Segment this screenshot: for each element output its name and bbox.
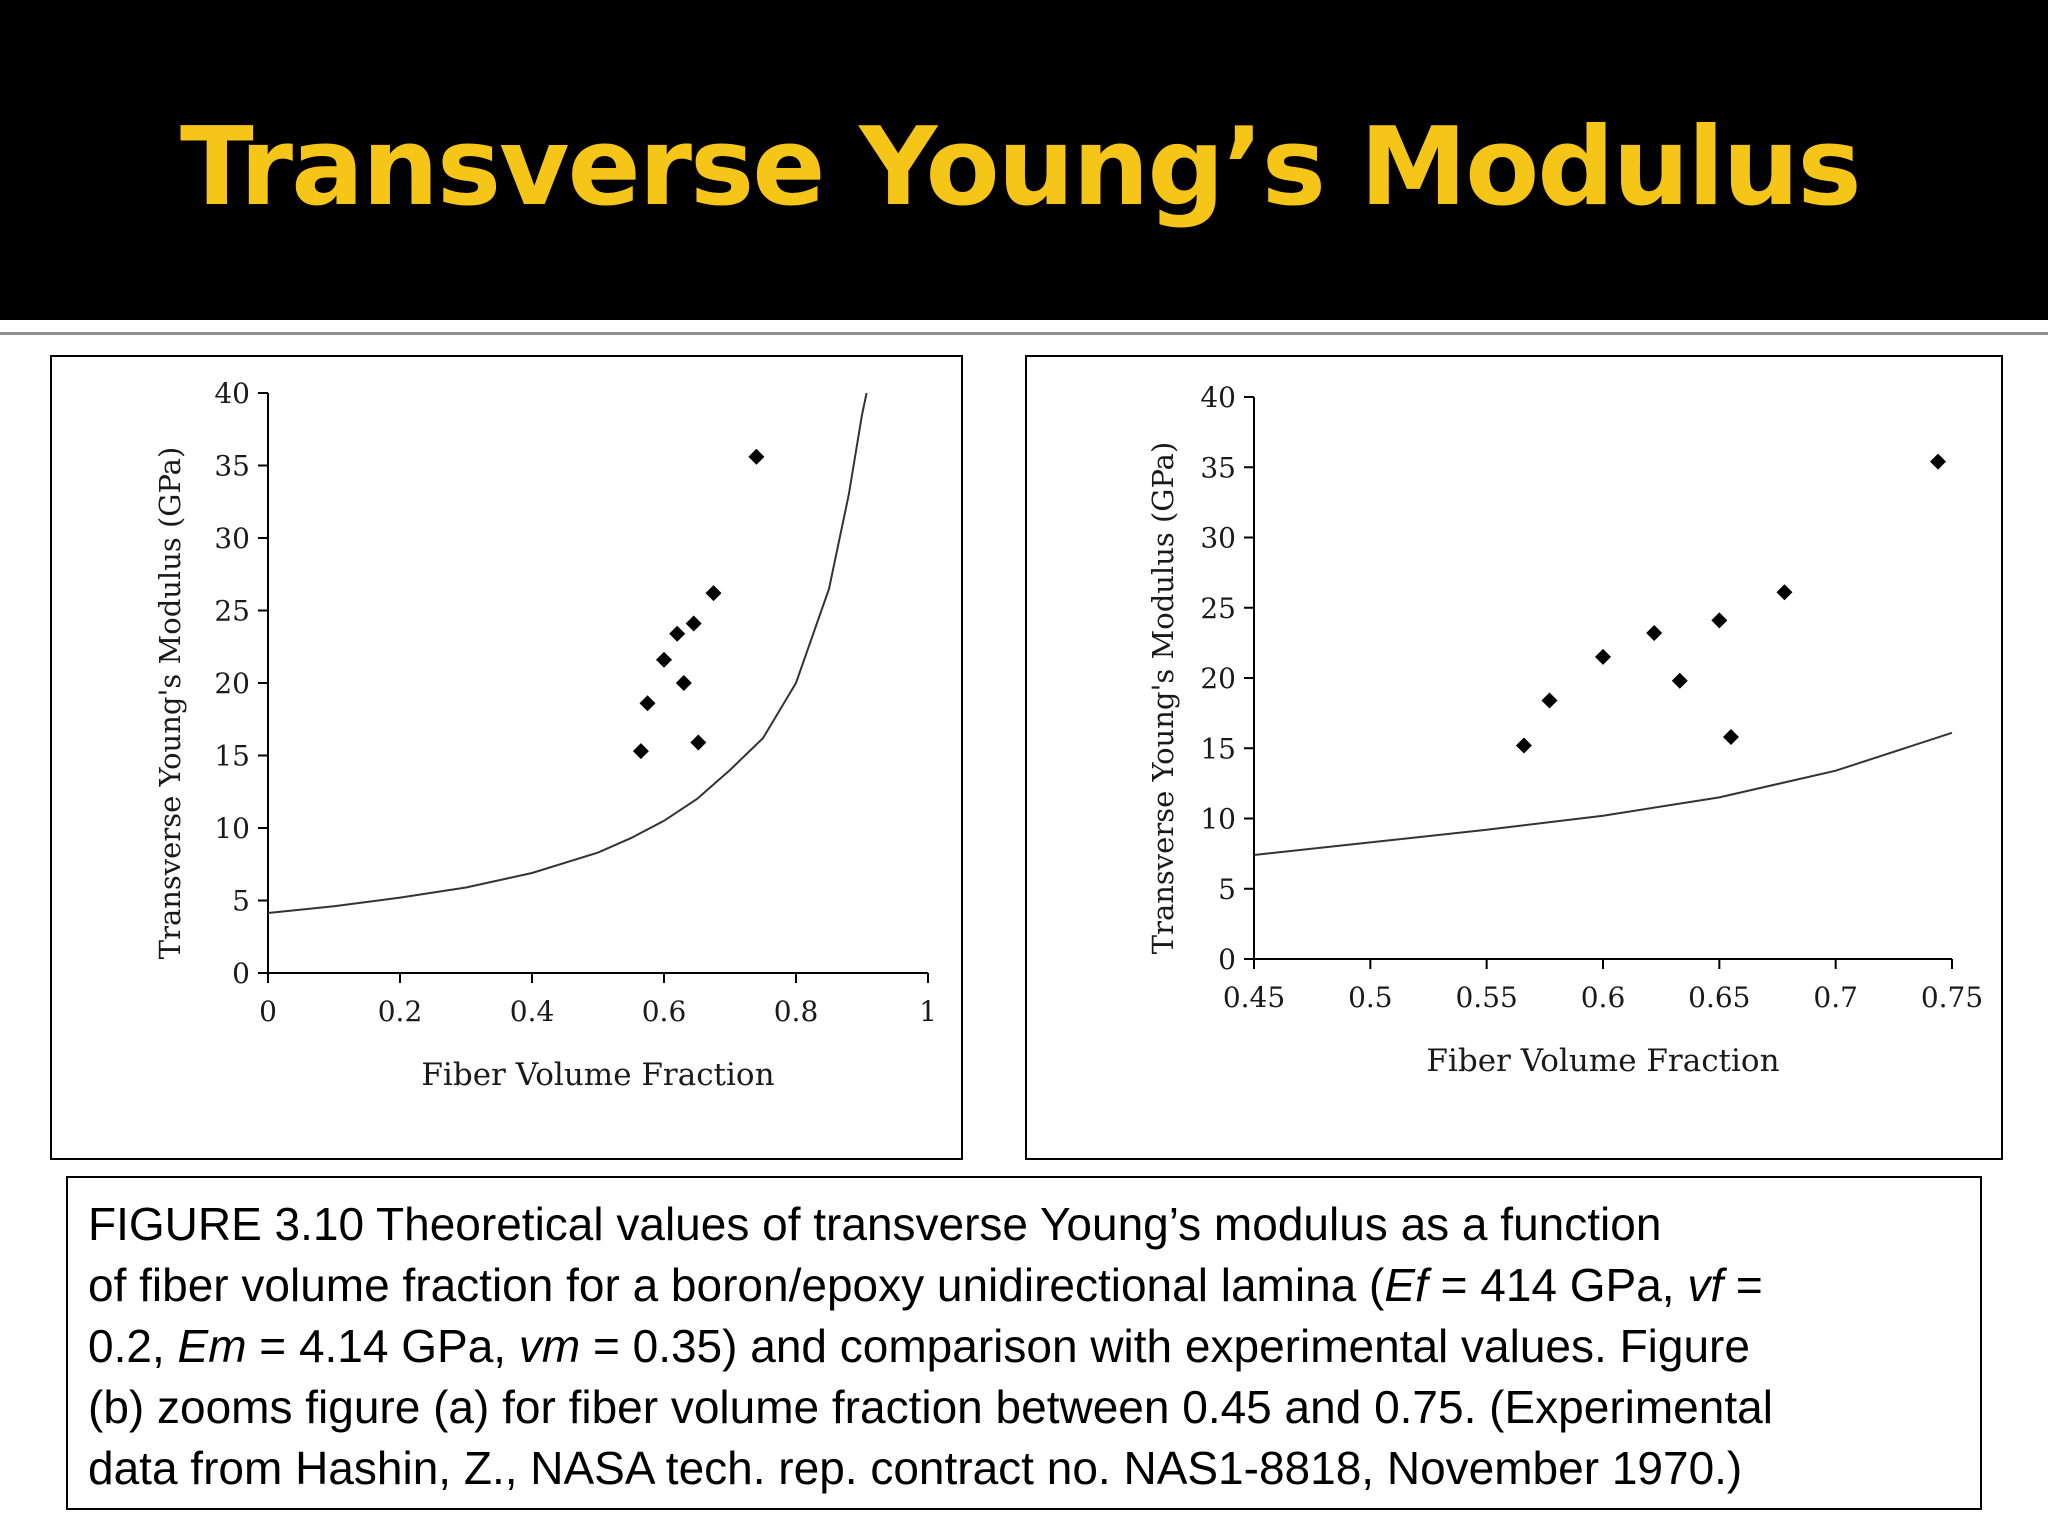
chart-b-data-point bbox=[1671, 672, 1688, 689]
chart-a-y-tick-label: 10 bbox=[214, 812, 250, 845]
caption-line-2: of fiber volume fraction for a boron/epo… bbox=[88, 1255, 1960, 1316]
chart-b-y-tick-label: 40 bbox=[1200, 381, 1236, 414]
chart-a-y-axis-label: Transverse Young's Modulus (GPa) bbox=[153, 447, 187, 960]
caption-text: = 4.14 GPa, bbox=[246, 1320, 519, 1372]
caption-text: data from Hashin, Z., NASA tech. rep. co… bbox=[88, 1442, 1743, 1494]
chart-a-y-tick-label: 25 bbox=[214, 595, 250, 628]
caption-symbol-em: Em bbox=[177, 1320, 247, 1372]
chart-a-x-axis-label: Fiber Volume Fraction bbox=[421, 1057, 774, 1093]
figure-caption: FIGURE 3.10 Theoretical values of transv… bbox=[66, 1176, 1982, 1510]
chart-a-data-point bbox=[632, 743, 649, 760]
chart-b-x-tick-label: 0.65 bbox=[1688, 981, 1750, 1014]
chart-b-data-point bbox=[1515, 737, 1532, 754]
chart-a-y-tick-label: 20 bbox=[214, 667, 250, 700]
chart-b-x-tick-label: 0.6 bbox=[1581, 981, 1626, 1014]
caption-text: = 414 GPa, bbox=[1427, 1259, 1688, 1311]
chart-b-data-point bbox=[1541, 692, 1558, 709]
caption-symbol-ef: Ef bbox=[1384, 1259, 1428, 1311]
caption-line-3: 0.2, Em = 4.14 GPa, vm = 0.35) and compa… bbox=[88, 1316, 1960, 1377]
chart-a-x-tick-label: 0.6 bbox=[642, 995, 687, 1028]
chart-b-y-tick-label: 25 bbox=[1200, 592, 1236, 625]
title-divider bbox=[0, 320, 2048, 330]
chart-a-x-tick-label: 0.2 bbox=[378, 995, 423, 1028]
chart-b-x-tick-label: 0.7 bbox=[1813, 981, 1858, 1014]
chart-b-data-point bbox=[1930, 453, 1947, 470]
chart-a-data-point bbox=[675, 675, 692, 691]
caption-text: = 0.35) and comparison with experimental… bbox=[580, 1320, 1750, 1372]
chart-a-data-point bbox=[656, 651, 672, 668]
chart-a-panel: 0 5 10 15 20 25 30 35 40 0 0.2 0.4 0.6 0.8 1 Fiber Volu… bbox=[50, 355, 963, 1160]
chart-b-y-tick-label: 15 bbox=[1200, 732, 1236, 765]
slide-title: Transverse Young’s Modulus bbox=[180, 105, 1862, 230]
caption-text: = bbox=[1723, 1259, 1763, 1311]
chart-a-x-tick-label: 0.8 bbox=[774, 995, 819, 1028]
chart-b-y-tick-label: 20 bbox=[1200, 662, 1236, 695]
chart-a-data-point bbox=[685, 615, 702, 632]
chart-a-y-tick-label: 0 bbox=[232, 957, 250, 990]
chart-a-data-point bbox=[639, 695, 656, 712]
chart-b-data-point bbox=[1722, 729, 1739, 746]
chart-b-x-tick-label: 0.45 bbox=[1223, 981, 1285, 1014]
caption-symbol-vm: vm bbox=[518, 1320, 581, 1372]
caption-text: FIGURE 3.10 Theoretical values of transv… bbox=[88, 1198, 1662, 1250]
chart-b-x-tick-label: 0.5 bbox=[1348, 981, 1393, 1014]
title-divider-line bbox=[0, 332, 2048, 335]
chart-b-y-axis-label: Transverse Young's Modulus (GPa) bbox=[1146, 442, 1180, 955]
chart-b-panel: 0 5 10 15 20 25 30 35 40 0.45 0.5 0.55 0.6 0.65 0.7 0.7… bbox=[1025, 355, 2003, 1160]
chart-a-y-tick-label: 5 bbox=[232, 885, 250, 918]
chart-a-theory-curve bbox=[267, 392, 868, 914]
title-bar: Transverse Young’s Modulus bbox=[0, 0, 2048, 320]
chart-b-x-tick-label: 0.75 bbox=[1921, 981, 1983, 1014]
chart-b-y-tick-label: 5 bbox=[1218, 873, 1236, 906]
chart-b-x-axis-label: Fiber Volume Fraction bbox=[1426, 1043, 1779, 1079]
chart-b-y-tick-label: 30 bbox=[1200, 522, 1236, 555]
chart-a-x-tick-label: 0.4 bbox=[510, 995, 555, 1028]
chart-a-y-tick-label: 30 bbox=[214, 522, 250, 555]
chart-a-x-tick-label: 0 bbox=[259, 995, 277, 1028]
caption-line-1: FIGURE 3.10 Theoretical values of transv… bbox=[88, 1194, 1960, 1255]
chart-a-data-point bbox=[705, 585, 722, 602]
chart-b-x-tick-label: 0.55 bbox=[1455, 981, 1517, 1014]
chart-a-y-tick-label: 15 bbox=[214, 740, 250, 773]
caption-text: of fiber volume fraction for a boron/epo… bbox=[88, 1259, 1385, 1311]
chart-b-data-point bbox=[1711, 612, 1728, 629]
chart-b-y-tick-label: 10 bbox=[1200, 803, 1236, 836]
chart-a-y-tick-label: 40 bbox=[214, 377, 250, 410]
chart-a-y-tick-label: 35 bbox=[214, 450, 250, 483]
chart-b-data-point bbox=[1776, 584, 1793, 601]
caption-text: (b) zooms figure (a) for fiber volume fr… bbox=[88, 1381, 1773, 1433]
chart-b-data-point bbox=[1646, 625, 1663, 642]
chart-b-data-point bbox=[1595, 648, 1611, 665]
chart-a-plot: 0 5 10 15 20 25 30 35 40 0 0.2 0.4 0.6 0.8 1 Fiber Volu… bbox=[153, 377, 937, 1093]
caption-text: 0.2, bbox=[88, 1320, 178, 1372]
chart-b-theory-curve bbox=[1253, 731, 1953, 856]
chart-b-y-tick-label: 0 bbox=[1218, 943, 1236, 976]
caption-symbol-vf: vf bbox=[1687, 1259, 1724, 1311]
chart-a-data-point bbox=[669, 625, 686, 642]
chart-b-y-tick-label: 35 bbox=[1200, 451, 1236, 484]
caption-line-4: (b) zooms figure (a) for fiber volume fr… bbox=[88, 1377, 1960, 1438]
chart-a-x-tick-label: 1 bbox=[919, 995, 937, 1028]
caption-line-5: data from Hashin, Z., NASA tech. rep. co… bbox=[88, 1438, 1960, 1499]
chart-a-data-point bbox=[690, 734, 707, 751]
chart-a-data-point bbox=[748, 448, 765, 465]
chart-b-plot: 0 5 10 15 20 25 30 35 40 0.45 0.5 0.55 0.6 0.65 0.7 0.7… bbox=[1146, 381, 1983, 1079]
